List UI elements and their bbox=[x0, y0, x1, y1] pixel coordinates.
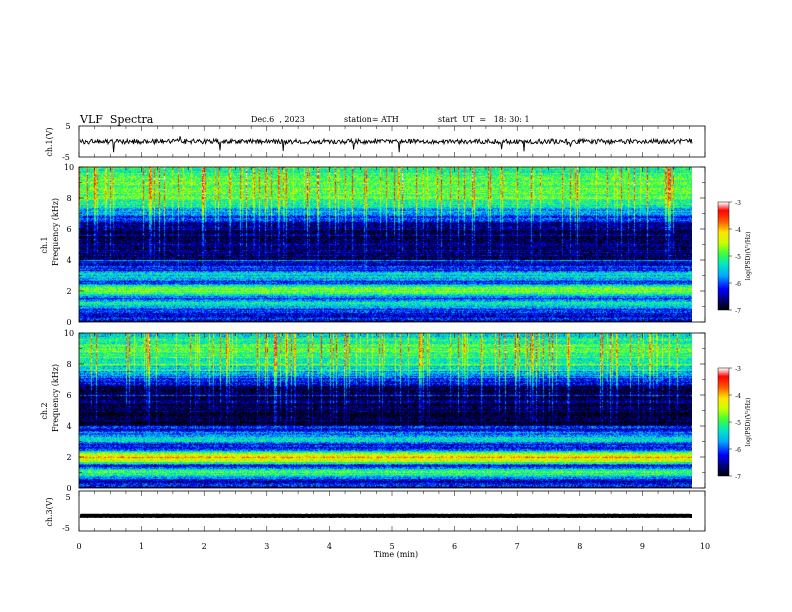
ch2-freq-ytick-4: 8 bbox=[66, 360, 71, 369]
x-axis: 0 1 2 3 4 5 6 7 8 9 10 bbox=[76, 542, 710, 551]
ch1-ytick-top: 5 bbox=[65, 122, 70, 131]
x-tick-label-1: 1 bbox=[139, 542, 144, 551]
x-tick-label-4: 4 bbox=[327, 542, 332, 551]
x-tick-label-10: 10 bbox=[700, 542, 710, 551]
ch1-colorbar-tick-1: -4 bbox=[735, 227, 741, 234]
ch1-colorbar-tick-0: -3 bbox=[735, 200, 741, 207]
ch2-freq-ytick-1: 2 bbox=[66, 453, 71, 462]
x-tick-label-8: 8 bbox=[577, 542, 582, 551]
x-tick-label-3: 3 bbox=[264, 542, 269, 551]
ch1-freq-ytick-4: 8 bbox=[66, 194, 71, 203]
ch1-colorbar-tick-2: -5 bbox=[735, 254, 741, 261]
ch1-waveform-panel: 5 -5 ch.1(V) bbox=[45, 122, 706, 162]
ch2-spectrogram-image bbox=[79, 333, 692, 488]
x-axis-label: Time (min) bbox=[374, 550, 418, 559]
ch3-ytick-top: 5 bbox=[65, 493, 70, 502]
x-tick-label-5: 5 bbox=[389, 542, 394, 551]
ch1-frequency-label: Frequency (kHz) bbox=[51, 198, 60, 266]
x-tick-label-7: 7 bbox=[515, 542, 520, 551]
ch1-freq-ytick-1: 2 bbox=[66, 287, 71, 296]
x-tick-label-2: 2 bbox=[202, 542, 207, 551]
chart-title: VLF Spectra bbox=[80, 113, 154, 126]
ch2-colorbar-tick-2: -5 bbox=[735, 420, 741, 427]
ch2-colorbar-tick-0: -3 bbox=[735, 366, 741, 373]
ch1-freq-ytick-2: 4 bbox=[66, 256, 71, 265]
x-tick-label-0: 0 bbox=[76, 542, 81, 551]
recording-date: Dec.6 , 2023 bbox=[251, 115, 305, 124]
ch1-channel-label: ch.1 bbox=[40, 236, 49, 253]
ch3-ylabel: ch.3(V) bbox=[45, 497, 54, 526]
ch3-ytick-bottom: -5 bbox=[62, 524, 70, 533]
ch1-ylabel: ch.1(V) bbox=[45, 127, 54, 156]
x-tick-label-9: 9 bbox=[640, 542, 645, 551]
ch2-colorbar-tick-1: -4 bbox=[735, 393, 741, 400]
ch1-freq-ytick-3: 6 bbox=[66, 225, 71, 234]
ch1-waveform-line bbox=[79, 136, 693, 153]
ch2-colorbar-tick-3: -6 bbox=[735, 447, 741, 454]
ch1-freq-ytick-0: 0 bbox=[66, 318, 71, 327]
ch2-freq-ytick-0: 0 bbox=[66, 484, 71, 493]
ch2-colorbar-tick-4: -7 bbox=[735, 474, 741, 481]
ch2-freq-ytick-5: 10 bbox=[64, 329, 74, 338]
ch1-spectrogram-image bbox=[79, 167, 692, 322]
ch2-colorbar bbox=[718, 368, 729, 476]
station-name: station= ATH bbox=[344, 115, 399, 124]
ch2-colorbar-label: log(PSD)(V²/Hz) bbox=[745, 398, 752, 447]
x-tick-label-6: 6 bbox=[452, 542, 457, 551]
ch1-ytick-bottom: -5 bbox=[62, 153, 70, 162]
ch2-channel-label: ch.2 bbox=[40, 402, 49, 419]
ch3-frame bbox=[78, 490, 706, 532]
ch1-colorbar-label: log(PSD)(V²/Hz) bbox=[745, 232, 752, 281]
ch2-freq-ytick-2: 4 bbox=[66, 422, 71, 431]
ch2-freq-ytick-3: 6 bbox=[66, 391, 71, 400]
ch1-colorbar-tick-3: -6 bbox=[735, 281, 741, 288]
ch1-colorbar-tick-4: -7 bbox=[735, 308, 741, 315]
ch1-colorbar bbox=[718, 202, 729, 310]
start-time: start UT = 18: 30: 1 bbox=[438, 115, 530, 124]
ch1-freq-ytick-5: 10 bbox=[64, 163, 74, 172]
ch2-frequency-label: Frequency (kHz) bbox=[51, 364, 60, 432]
ch3-waveform-panel: 5 -5 ch.3(V) bbox=[45, 490, 706, 533]
